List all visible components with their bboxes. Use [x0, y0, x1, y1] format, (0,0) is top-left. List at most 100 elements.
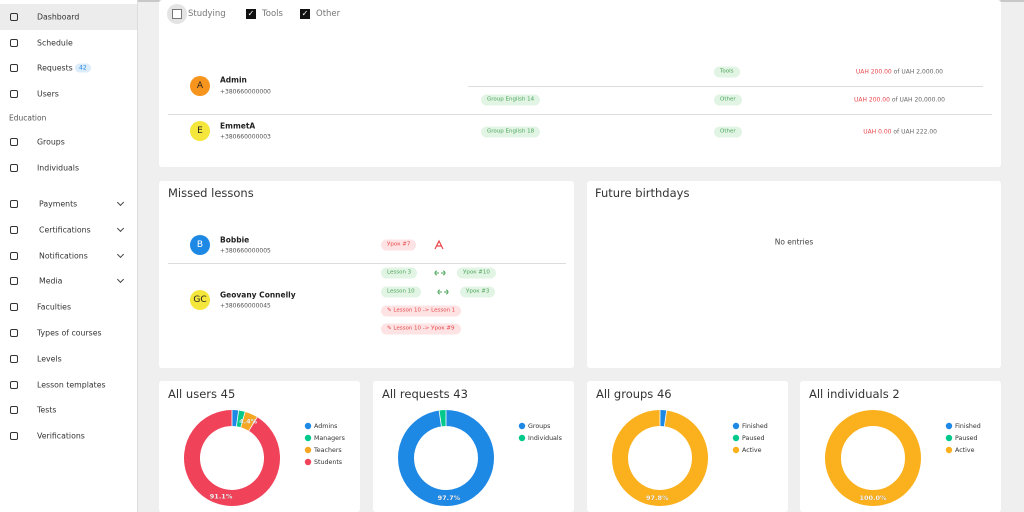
legend-label[interactable]: Groups	[528, 423, 550, 430]
separator	[168, 263, 566, 264]
account-name: EmmetA	[220, 121, 256, 131]
nav-label[interactable]: Types of courses	[37, 328, 102, 338]
edit-tag: ✎ Lesson 10 -> Урок #9	[381, 323, 461, 335]
birthdays-card: Future birthdays No entries	[587, 181, 1001, 368]
legend-label[interactable]: Active	[955, 447, 975, 454]
checkbox[interactable]: ✓	[246, 9, 256, 19]
legend-label[interactable]: Paused	[955, 435, 978, 442]
segment-gap	[664, 410, 668, 427]
nav-label[interactable]: Notifications	[39, 251, 88, 261]
segment-gap	[438, 410, 442, 427]
nav-label[interactable]: Groups	[37, 137, 65, 147]
separator	[468, 86, 983, 87]
nav-icon	[10, 138, 18, 146]
nav-icon	[10, 355, 18, 363]
amount: UAH 200.00 of UAH 20,000.00	[854, 97, 945, 104]
account-phone: +380660000003	[220, 133, 271, 141]
nav-label[interactable]: Payments	[39, 199, 78, 209]
student-name: Bobbie	[220, 235, 250, 245]
nav-label[interactable]: Requests	[37, 63, 73, 73]
lesson-tag: Урок #3	[460, 286, 496, 298]
legend-swatch	[945, 434, 953, 442]
nav-label[interactable]: Verifications	[37, 431, 85, 441]
donut: 97.7% Groups Individuals	[398, 410, 562, 506]
group-tag: Group English 18	[481, 126, 541, 138]
paid: UAH 0.00	[863, 128, 892, 136]
filter-label: Other	[316, 9, 341, 19]
missed-tag: Урок #7	[381, 239, 417, 251]
nav-label[interactable]: Tests	[37, 405, 57, 415]
nav-icon	[10, 329, 18, 337]
legend-swatch	[732, 446, 740, 454]
amount: UAH 200.00 of UAH 2,000.00	[856, 69, 943, 76]
legend-swatch	[304, 446, 312, 454]
legend-label[interactable]: Paused	[742, 435, 765, 442]
chevron	[116, 275, 125, 284]
edit-label: Lesson 10 -> Урок #9	[393, 325, 455, 332]
checkbox[interactable]: ✓	[300, 9, 310, 19]
nav-label[interactable]: Media	[39, 276, 63, 286]
nav-label[interactable]: Levels	[37, 354, 62, 364]
segment-gap	[240, 411, 246, 428]
donut: 4.4% 91.1% Admins Managers Teachers Students	[184, 410, 345, 506]
link-icon	[437, 289, 449, 295]
total: of UAH 20,000.00	[891, 96, 945, 104]
legend-label[interactable]: Finished	[955, 423, 981, 430]
nav-icon	[10, 13, 18, 21]
nav-icon	[10, 164, 18, 172]
nav-label[interactable]: Users	[37, 89, 59, 99]
legend-swatch	[945, 446, 953, 454]
paid: UAH 200.00	[854, 96, 890, 104]
value-label: 97.8%	[646, 494, 669, 502]
filter-label: Tools	[262, 9, 283, 19]
chart-card: All individuals 2 100.0% Finished Paused Act…	[800, 381, 1001, 512]
nav-label[interactable]: Dashboard	[37, 12, 80, 22]
restore-icon[interactable]	[433, 239, 445, 251]
active-bg	[0, 4, 137, 30]
legend-label[interactable]: Admins	[314, 423, 337, 430]
legend-swatch	[304, 422, 312, 430]
avatar: A	[190, 76, 210, 96]
value-label: 91.1%	[210, 492, 233, 500]
account-phone: +380660000000	[220, 88, 271, 96]
nav-label[interactable]: Lesson templates	[37, 380, 106, 390]
chart-title: All requests 43	[382, 387, 468, 401]
chevron	[116, 250, 125, 259]
checkbox[interactable]	[172, 9, 182, 19]
nav-label[interactable]: Schedule	[37, 38, 73, 48]
donut: 97.8% Finished Paused Active	[612, 410, 768, 506]
sidebar: Dashboard Schedule Requests 42 Users Educatio…	[0, 0, 138, 512]
missed-lessons-card: Missed lessons B Bobbie +380660000005 Ур…	[159, 181, 574, 368]
card-title: Missed lessons	[168, 186, 254, 200]
nav-label[interactable]: Certifications	[39, 225, 91, 235]
paid: UAH 200.00	[855, 68, 892, 76]
chart-card: All groups 46 97.8% Finished Paused Active	[587, 381, 788, 512]
chart-title: All groups 46	[596, 387, 672, 401]
legend-label[interactable]: Finished	[742, 423, 768, 430]
student-name: Geovany Connelly	[220, 290, 296, 300]
legend-label[interactable]: Individuals	[528, 435, 562, 442]
total: of UAH 222.00	[893, 128, 937, 136]
nav-icon	[10, 303, 18, 311]
avatar: E	[190, 121, 210, 141]
nav-icon	[10, 406, 18, 414]
nav-icon	[10, 432, 18, 440]
nav-label[interactable]: Individuals	[37, 163, 80, 173]
nav-icon	[10, 64, 18, 72]
type-tag: Tools	[714, 66, 740, 78]
segment-gap	[236, 410, 240, 427]
filter-label: Studying	[188, 9, 226, 19]
lesson-tag: Lesson 3	[381, 267, 418, 279]
legend-label[interactable]: Students	[314, 459, 342, 466]
legend-swatch	[732, 434, 740, 442]
nav-label[interactable]: Faculties	[37, 302, 72, 312]
legend-swatch	[304, 434, 312, 442]
legend-label[interactable]: Teachers	[313, 447, 342, 454]
legend-label[interactable]: Active	[742, 447, 762, 454]
chart-card: All requests 43 97.7% Groups Individuals	[373, 381, 574, 512]
accounts-card: Studying ✓ Tools ✓ Other A Admin +3806600000…	[159, 0, 1001, 167]
empty-message: No entries	[774, 237, 814, 247]
legend-label[interactable]: Managers	[314, 435, 345, 442]
total: of UAH 2,000.00	[893, 68, 943, 76]
